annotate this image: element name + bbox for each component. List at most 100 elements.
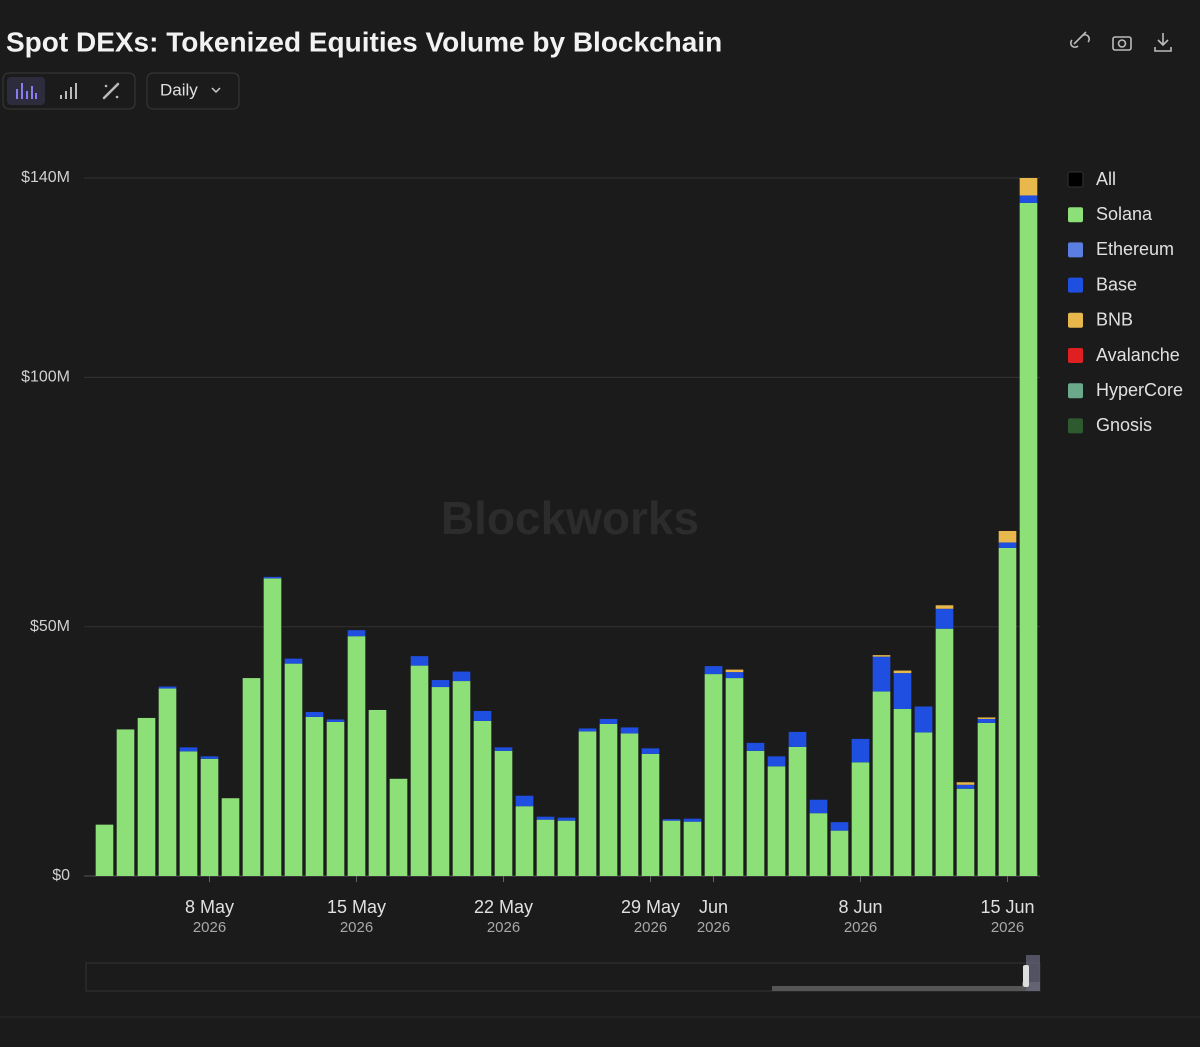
bar-segment [956, 784, 975, 789]
bar-segment [578, 731, 597, 876]
bar-segment [515, 795, 534, 807]
bar-segment [935, 628, 954, 876]
bar-segment [1019, 202, 1038, 876]
bar-segment [704, 666, 723, 675]
bar-segment [704, 674, 723, 876]
mode-stacked[interactable] [60, 83, 77, 99]
legend-swatch [1068, 312, 1083, 328]
bar-segment [179, 747, 198, 752]
bar-segment [851, 762, 870, 876]
bar-segment [977, 718, 996, 723]
bar-segment [116, 729, 135, 876]
bar-segment [1019, 178, 1038, 196]
x-tick-label: 22 May [474, 897, 533, 917]
x-tick-sublabel: 2026 [844, 919, 877, 936]
y-tick-label: $0 [52, 867, 70, 884]
chart-mode-group [2, 72, 136, 110]
bar-segment [599, 723, 618, 876]
bar-segment [809, 813, 828, 876]
bar-segment [662, 820, 681, 876]
bar-segment [893, 708, 912, 876]
bar-segment [263, 576, 282, 579]
bar-segment [137, 717, 156, 876]
download-icon[interactable] [1154, 33, 1172, 52]
bar-segment [494, 750, 513, 876]
bar-segment [641, 748, 660, 754]
legend-label[interactable]: Ethereum [1096, 239, 1174, 259]
bar-segment [326, 719, 345, 722]
bar-segment [284, 663, 303, 876]
plot-area: $0 $50M $100M $140M 8 May 2026 15 May 2026 22 Ma… [21, 169, 1040, 936]
bar-segment [641, 753, 660, 876]
bar-segment [725, 669, 744, 673]
x-tick-sublabel: 2026 [697, 919, 730, 936]
legend-label[interactable]: HyperCore [1096, 380, 1183, 400]
bar-segment [767, 756, 786, 767]
y-tick-label: $50M [30, 618, 70, 635]
bar-segment [893, 673, 912, 709]
bar-segment [998, 547, 1017, 876]
y-tick-label: $140M [21, 169, 70, 186]
bar-segment [746, 742, 765, 751]
legend-label[interactable]: BNB [1096, 310, 1133, 330]
bar-segment [998, 530, 1017, 543]
bar-segment [158, 688, 177, 876]
bar-segment [788, 731, 807, 747]
dropdown-arrow [211, 87, 221, 94]
bar-segment [452, 681, 471, 876]
camera-icon[interactable] [1112, 36, 1132, 51]
mode-percent[interactable] [102, 82, 120, 100]
navigator-window[interactable] [1026, 955, 1040, 991]
bar-segment [977, 717, 996, 719]
bar-segment [326, 721, 345, 876]
bar-segment [872, 656, 891, 692]
watermark: Blockworks [441, 492, 699, 544]
legend-label[interactable]: Avalanche [1096, 345, 1180, 365]
interval-select[interactable] [146, 72, 240, 110]
bar-segment [221, 798, 240, 876]
bar-segment [389, 778, 408, 876]
bar-segment [410, 665, 429, 876]
bar-segment [620, 727, 639, 734]
bar-segment [305, 711, 324, 717]
legend-label[interactable]: Base [1096, 274, 1137, 294]
legend-swatch [1068, 242, 1083, 258]
legend-swatch [1068, 207, 1083, 223]
x-tick-label: 8 May [185, 897, 234, 917]
bar-segment [809, 799, 828, 814]
bar-segment [452, 671, 471, 682]
bar-segment [914, 706, 933, 733]
bar-segment [977, 722, 996, 876]
grouped-icon [16, 83, 37, 99]
bar-segment [725, 678, 744, 876]
bar-segment [536, 819, 555, 876]
bar-segment [200, 758, 219, 876]
bar-segment [515, 806, 534, 876]
x-tick-label: 15 May [327, 897, 386, 917]
legend-label[interactable]: Gnosis [1096, 415, 1152, 435]
toolbar-icons[interactable] [1069, 31, 1172, 52]
bar-segment [725, 672, 744, 679]
legend-swatch [1068, 383, 1083, 399]
bar-segment [284, 658, 303, 664]
navigator-handle[interactable] [1023, 965, 1029, 987]
legend-label[interactable]: Solana [1096, 204, 1153, 224]
legend-swatch [1068, 277, 1083, 293]
bar-segment [914, 732, 933, 876]
bar-segment [347, 630, 366, 637]
bar-segment [935, 605, 954, 609]
legend-label[interactable]: All [1096, 169, 1116, 189]
link-icon[interactable] [1069, 31, 1091, 49]
bar-segment [179, 751, 198, 876]
chart-title: Spot DEXs: Tokenized Equities Volume by … [6, 26, 722, 57]
bar-segment [788, 746, 807, 876]
bar-segment [347, 636, 366, 876]
bar-segment [557, 820, 576, 876]
bar-segment [872, 655, 891, 657]
bar-segment [578, 728, 597, 732]
bar-segment [473, 720, 492, 876]
bar-segment [431, 687, 450, 876]
bar-segment [1019, 195, 1038, 203]
